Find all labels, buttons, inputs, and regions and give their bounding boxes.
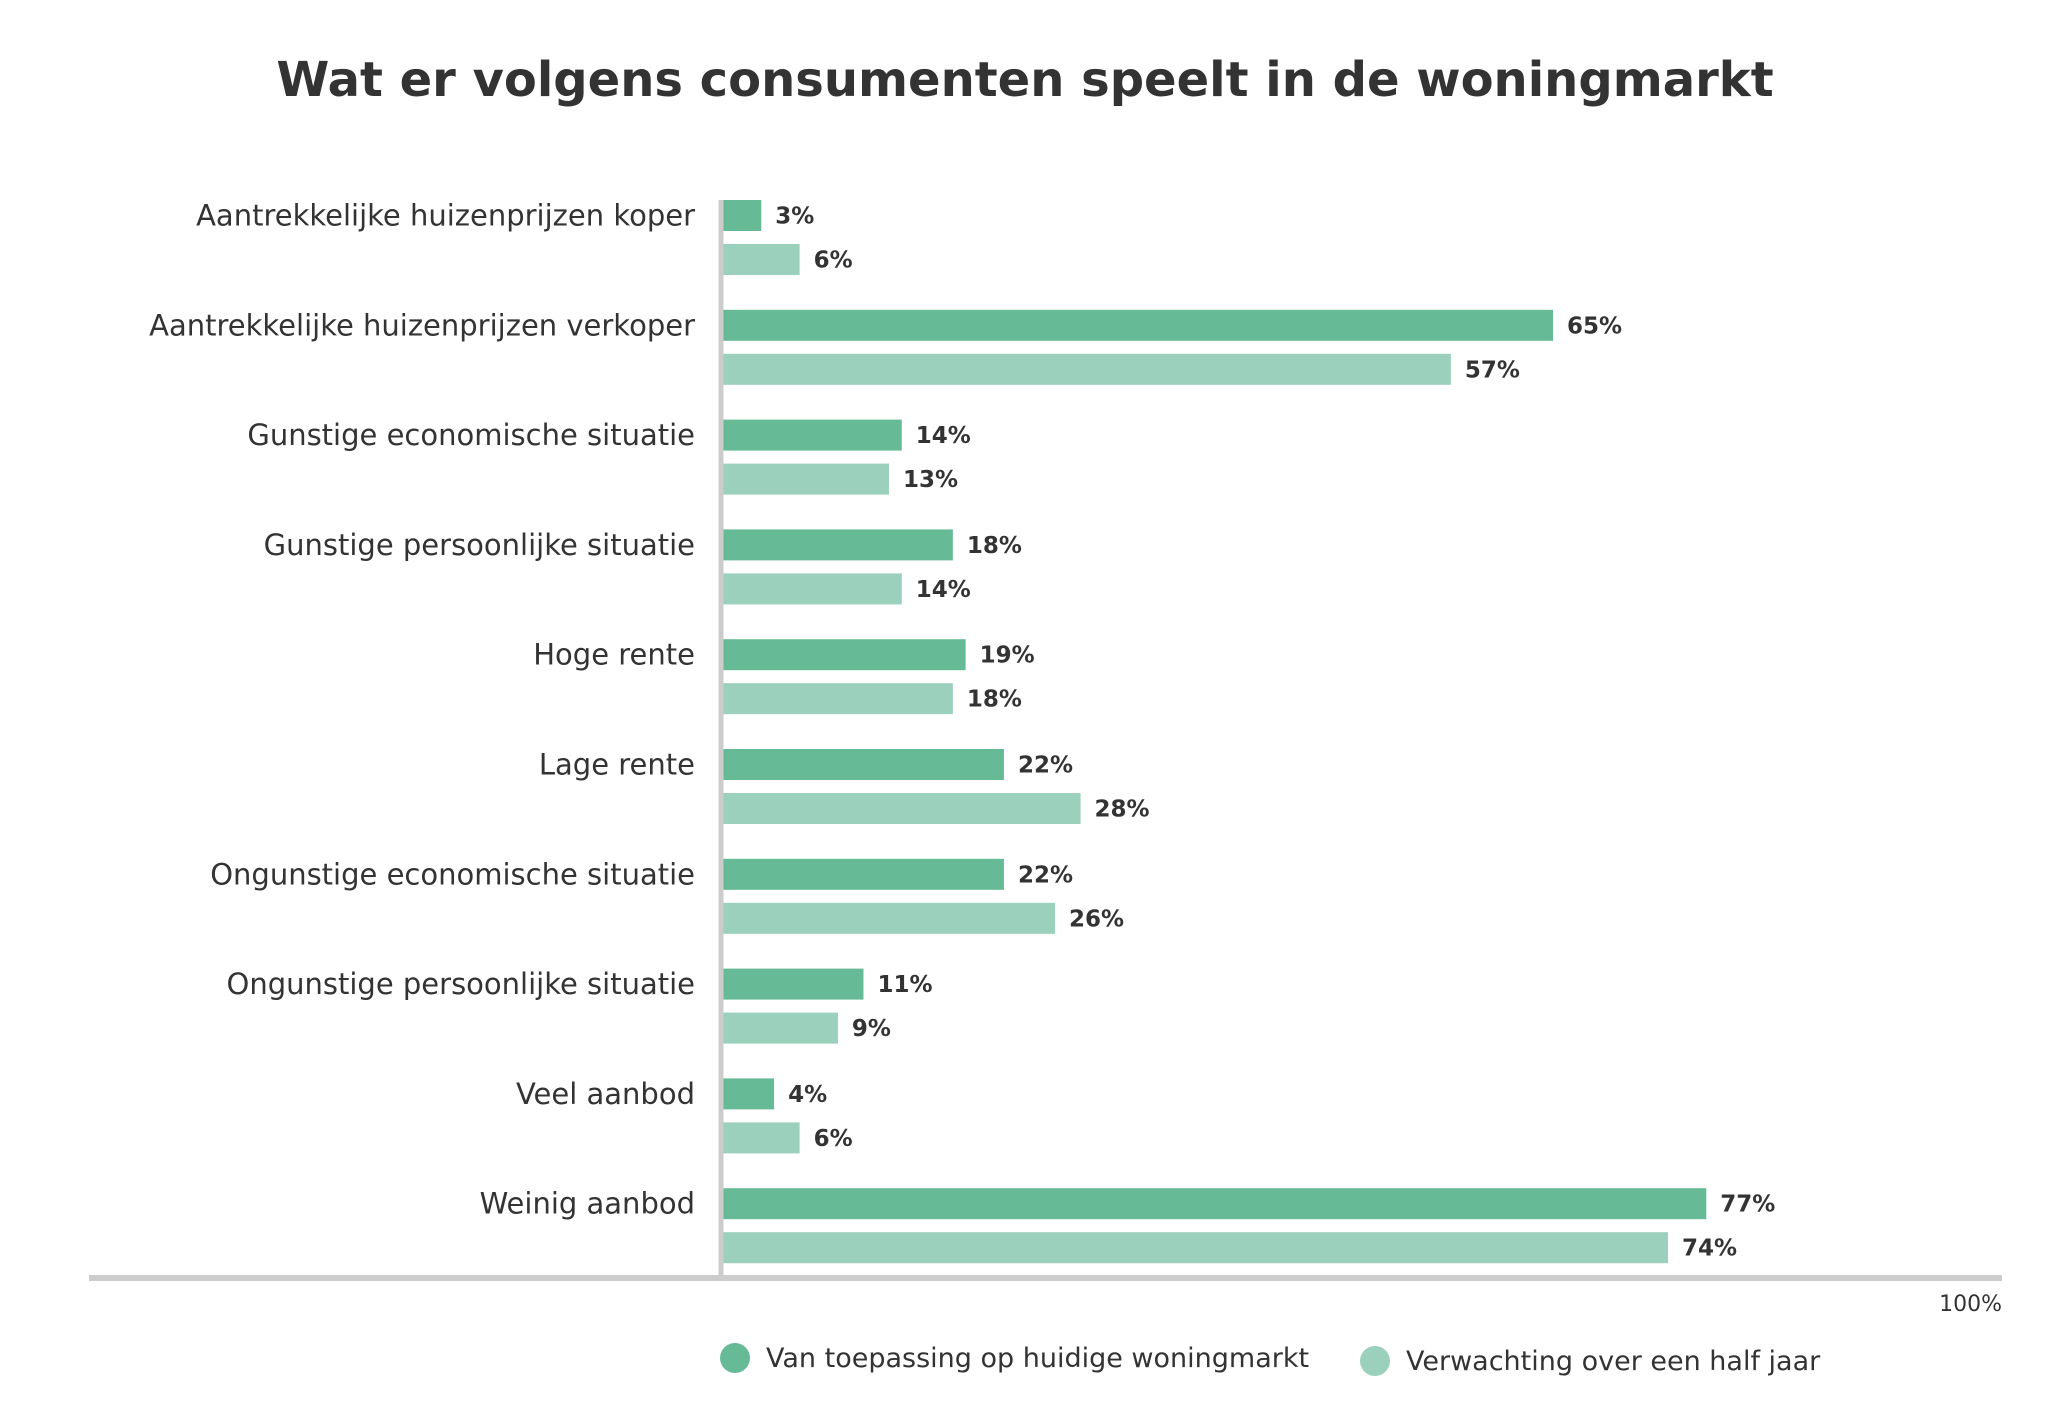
value-label-expected: 57%	[1465, 357, 1520, 383]
legend-label-expected: Verwachting over een half jaar	[1406, 1346, 1821, 1377]
value-label-expected: 74%	[1682, 1236, 1737, 1262]
bar-expected	[723, 683, 953, 715]
category-label: Veel aanbod	[516, 1077, 695, 1111]
bar-current	[723, 1188, 1707, 1220]
value-label-expected: 28%	[1095, 797, 1150, 823]
chart-title: Wat er volgens consumenten speelt in de …	[276, 52, 1773, 108]
value-label-expected: 13%	[903, 467, 958, 493]
bar-expected	[723, 463, 890, 495]
category-label: Ongunstige economische situatie	[210, 857, 695, 891]
value-label-expected: 9%	[852, 1016, 891, 1042]
legend-swatch-expected	[1360, 1346, 1390, 1376]
bar-expected	[723, 573, 902, 605]
category-label: Weinig aanbod	[480, 1187, 695, 1221]
category-label: Hoge rente	[533, 638, 695, 672]
value-label-current: 11%	[877, 972, 932, 998]
bar-expected	[723, 793, 1081, 824]
bar-current	[723, 529, 953, 561]
category-label: Ongunstige persoonlijke situatie	[227, 967, 695, 1001]
x-axis-max-label: 100%	[1939, 1292, 2002, 1317]
category-label: Lage rente	[539, 748, 695, 782]
value-label-expected: 18%	[967, 687, 1022, 713]
category-label: Aantrekkelijke huizenprijzen verkoper	[149, 308, 695, 342]
value-label-current: 19%	[980, 643, 1035, 669]
bar-current	[723, 309, 1554, 341]
bar-current	[723, 200, 762, 231]
value-label-current: 77%	[1720, 1192, 1775, 1218]
bar-expected	[723, 244, 800, 275]
bar-expected	[723, 353, 1451, 385]
category-label: Gunstige persoonlijke situatie	[264, 528, 695, 562]
bars-layer: Aantrekkelijke huizenprijzen koper 3%6%Aa…	[149, 199, 1775, 1264]
value-label-current: 65%	[1567, 313, 1622, 339]
value-label-expected: 6%	[814, 1126, 853, 1152]
bar-current	[723, 419, 902, 451]
legend-label-current: Van toepassing op huidige woningmarkt	[766, 1343, 1309, 1374]
bar-current	[723, 968, 864, 1000]
value-label-current: 22%	[1018, 753, 1073, 779]
bar-current	[723, 858, 1004, 890]
bar-expected	[723, 1122, 800, 1154]
bar-expected	[723, 1012, 838, 1044]
value-label-expected: 6%	[814, 248, 853, 274]
value-label-current: 3%	[775, 204, 814, 230]
category-label: Gunstige economische situatie	[247, 418, 695, 452]
value-label-expected: 26%	[1069, 906, 1124, 932]
legend: Van toepassing op huidige woningmarkt Ver…	[720, 1343, 1821, 1377]
category-label: Aantrekkelijke huizenprijzen koper	[196, 199, 695, 233]
value-label-current: 18%	[967, 533, 1022, 559]
value-label-current: 14%	[916, 423, 971, 449]
bar-current	[723, 639, 966, 671]
value-label-expected: 14%	[916, 577, 971, 603]
value-label-current: 22%	[1018, 862, 1073, 888]
bar-expected	[723, 902, 1056, 934]
bar-current	[723, 1078, 775, 1110]
legend-swatch-current	[720, 1343, 750, 1373]
bar-expected	[723, 1232, 1668, 1264]
value-label-current: 4%	[788, 1082, 827, 1108]
bar-current	[723, 749, 1004, 780]
